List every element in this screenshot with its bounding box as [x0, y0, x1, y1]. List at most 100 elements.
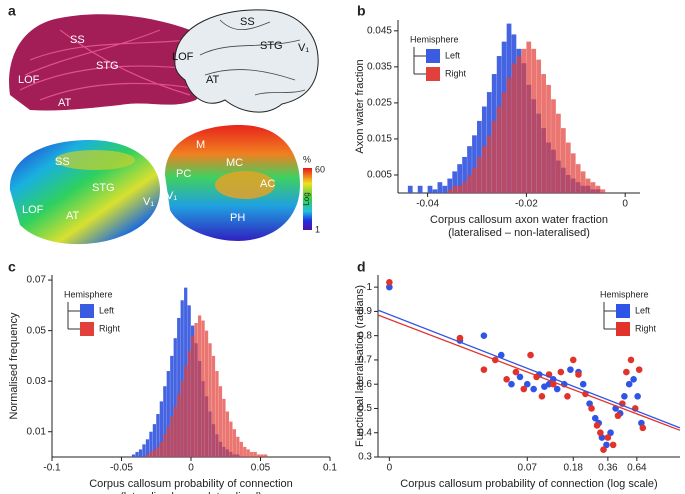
histogram-bar: [452, 185, 458, 193]
histogram-bar: [197, 315, 202, 457]
region-label: LOF: [18, 74, 40, 86]
histogram-bar: [516, 56, 522, 193]
histogram-bar: [187, 350, 191, 457]
y-tick-label: 0.5: [358, 403, 372, 414]
histogram-bar: [432, 189, 438, 193]
histogram-bar: [173, 338, 177, 457]
region-label: MC: [226, 157, 243, 169]
histogram-bar: [486, 135, 492, 193]
legend-swatch: [426, 49, 440, 63]
histogram-bar: [260, 454, 264, 457]
scatter-point: [627, 356, 635, 364]
histogram-bar: [506, 77, 512, 193]
scatter-point: [456, 334, 464, 342]
x-tick-label: 0: [622, 199, 628, 210]
y-tick-label: 0.07: [27, 275, 47, 286]
y-tick-label: 0.045: [367, 25, 392, 36]
y-axis-label: Axon water fraction: [354, 59, 366, 153]
x-tick-label: 0.1: [323, 463, 337, 474]
histogram-bar: [600, 189, 606, 193]
histogram-bar: [457, 185, 463, 193]
histogram-bar: [437, 182, 443, 193]
histogram-bar: [521, 48, 527, 194]
y-tick-label: 0.025: [367, 98, 392, 109]
histogram-bar: [462, 182, 467, 193]
surface-patch: [215, 171, 275, 199]
histogram-bar: [208, 343, 212, 457]
histogram-bar: [595, 185, 601, 193]
x-tick-label: 0.36: [598, 463, 618, 474]
region-label: LOF: [22, 204, 44, 216]
scatter-point: [538, 393, 546, 400]
x-tick-label: 0.05: [251, 463, 271, 474]
y-tick-label: 0.035: [367, 61, 392, 72]
histogram-bar: [590, 182, 596, 193]
y-tick-label: 0.015: [367, 134, 392, 145]
histogram-bar: [166, 371, 170, 457]
histogram-bar: [427, 185, 433, 193]
legend-swatch: [80, 322, 94, 336]
histogram-bar: [491, 120, 497, 193]
region-label: PC: [176, 168, 191, 180]
scatter-point: [523, 380, 531, 388]
x-axis-label: Corpus callosum probability of connectio…: [400, 478, 657, 490]
histogram-bar: [452, 171, 458, 193]
colorbar-max: 60: [315, 164, 325, 174]
scatter-point: [630, 376, 637, 383]
histogram-bar: [472, 135, 477, 193]
histogram-bar: [447, 178, 453, 193]
histogram-bar: [526, 41, 532, 193]
histogram-bar: [191, 335, 195, 457]
scatter-point: [386, 283, 393, 291]
scatter-point: [516, 373, 524, 381]
histogram-bar: [496, 106, 502, 193]
histogram-bar: [257, 454, 261, 457]
legend-title: Hemisphere: [600, 289, 649, 299]
histogram-bar: [551, 99, 556, 193]
scatter-point: [527, 351, 534, 359]
panel-letter: b: [357, 3, 366, 19]
y-tick-label: 0.3: [358, 452, 372, 463]
x-tick-label: 0.64: [627, 463, 647, 474]
histogram-bar: [135, 451, 139, 457]
chart-panel: c 0.01 0.03 0.05 0.07 -0.1 -0.05 0 0.05 0.1 Corpus…: [8, 259, 337, 494]
region-label: AC: [260, 178, 275, 190]
histogram-bar: [472, 167, 477, 193]
scatter-point: [557, 368, 565, 376]
region-label: STG: [96, 60, 119, 72]
scatter-point: [597, 429, 604, 437]
histogram-bar: [575, 164, 581, 193]
x-axis-label: Corpus callosum axon water fraction: [430, 214, 608, 226]
scatter-point: [600, 446, 607, 454]
y-tick-label: 0.005: [367, 170, 392, 181]
y-tick-label: 0.01: [27, 426, 47, 437]
scatter-point: [593, 422, 601, 429]
legend-label: Right: [635, 323, 657, 333]
histogram-bar: [541, 74, 546, 193]
panel-letter: d: [357, 259, 366, 275]
histogram-bar: [585, 178, 591, 193]
scatter-point: [609, 441, 617, 449]
histogram-bar: [232, 429, 236, 457]
panel-letter: a: [8, 3, 16, 19]
scatter-point: [480, 332, 488, 339]
x-tick-label: 0.18: [564, 463, 584, 474]
x-tick-label: -0.04: [416, 199, 439, 210]
scatter-point: [625, 380, 633, 388]
y-axis-label: Normalised frequency: [8, 312, 20, 419]
scatter-point: [503, 376, 510, 383]
histogram-bar: [211, 355, 216, 457]
histogram-bar: [194, 323, 198, 457]
region-label: AT: [58, 97, 72, 109]
histogram-bar: [457, 164, 463, 193]
histogram-bar: [477, 156, 482, 193]
histogram-bar: [546, 84, 551, 193]
y-tick-label: 0.8: [358, 330, 372, 341]
histogram-bar: [447, 189, 453, 193]
histogram-bar: [229, 421, 233, 457]
y-tick-label: 0.9: [358, 306, 372, 317]
scatter-point: [530, 385, 537, 393]
region-label: SS: [240, 16, 255, 28]
x-tick-label: 0: [387, 463, 393, 474]
histogram-bar: [177, 393, 181, 457]
